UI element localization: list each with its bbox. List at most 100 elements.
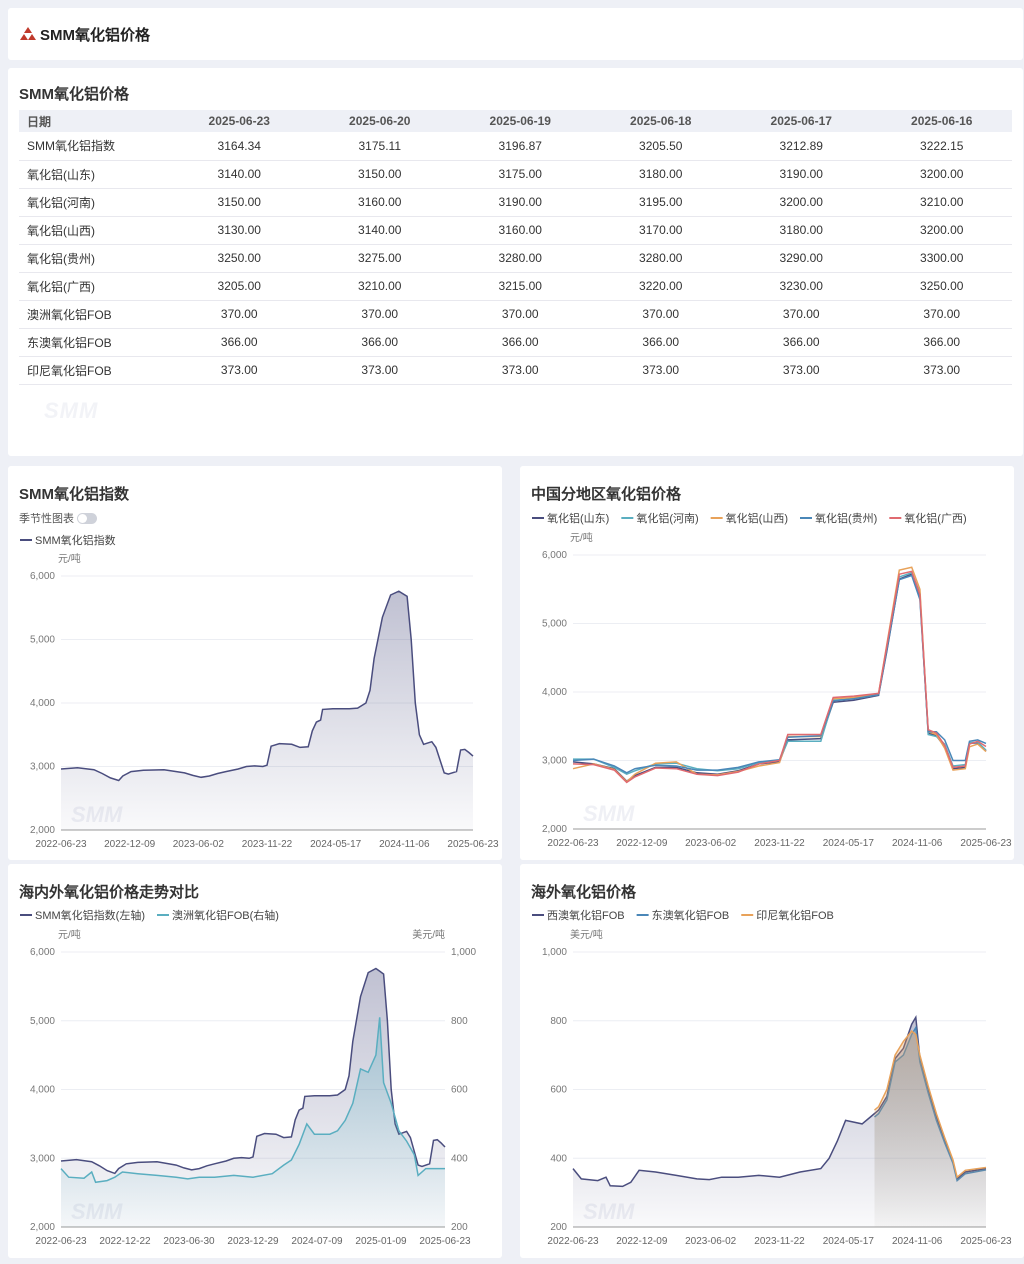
y-tick-label: 800 — [550, 1016, 567, 1027]
price-cell: 373.00 — [731, 356, 872, 385]
series-area — [874, 1031, 986, 1227]
y-tick-label: 2,000 — [30, 825, 55, 836]
price-cell: 3190.00 — [450, 188, 591, 217]
x-tick-label: 2023-12-29 — [227, 1236, 279, 1247]
x-tick-label: 2023-11-22 — [242, 839, 293, 850]
table-row: 东澳氧化铝FOB 366.00 366.00 366.00 366.00 366.00 36… — [19, 328, 1012, 357]
x-tick-label: 2022-12-22 — [99, 1236, 151, 1247]
column-header: 2025-06-19 — [450, 110, 591, 132]
price-cell: 3250.00 — [169, 244, 310, 273]
y-tick-label: 5,000 — [30, 635, 55, 646]
price-cell: 3222.15 — [871, 132, 1012, 161]
chart-svg: 2,000 3,000 4,000 5,000 6,000 200 400 600 800 1,0… — [20, 908, 476, 1247]
x-tick-label: 2024-05-17 — [310, 839, 362, 850]
price-cell: 3230.00 — [731, 272, 872, 301]
chart-card-regional: 中国分地区氧化铝价格 2,000 3,000 4,000 5,000 6,000 元/吨 2… — [520, 466, 1014, 860]
series-line — [874, 1030, 987, 1179]
price-table: 日期 2025-06-23 2025-06-20 2025-06-19 2025-06-… — [19, 110, 1012, 385]
x-tick-label: 2024-05-17 — [823, 838, 875, 849]
price-cell: 366.00 — [450, 328, 591, 357]
row-label: 氧化铝(山西) — [19, 216, 169, 245]
price-cell: 3205.00 — [169, 272, 310, 301]
x-tick-label: 2022-12-09 — [104, 839, 156, 850]
price-cell: 3180.00 — [731, 216, 872, 245]
header-bar: SMM氧化铝价格 — [8, 8, 1023, 60]
y-tick-label: 4,000 — [30, 698, 55, 709]
x-tick-label: 2023-06-02 — [685, 838, 737, 849]
price-cell: 3140.00 — [169, 160, 310, 189]
x-tick-label: 2025-06-23 — [419, 1236, 471, 1247]
x-tick-label: 2025-01-09 — [355, 1236, 407, 1247]
seasonal-toggle-row[interactable]: 季节性图表 — [19, 510, 97, 526]
price-cell: 370.00 — [590, 300, 731, 329]
x-tick-label: 2022-06-23 — [547, 838, 599, 849]
table-row: 氧化铝(广西) 3205.00 3210.00 3215.00 3220.00 3230.… — [19, 272, 1012, 301]
x-tick-label: 2024-05-17 — [823, 1236, 875, 1247]
price-cell: 366.00 — [309, 328, 450, 357]
table-row: 氧化铝(山西) 3130.00 3140.00 3160.00 3170.00 3180.… — [19, 216, 1012, 245]
column-header-date: 日期 — [19, 110, 169, 132]
price-cell: 3196.87 — [450, 132, 591, 161]
price-cell: 3170.00 — [590, 216, 731, 245]
y-unit-label: 元/吨 — [570, 531, 593, 544]
price-cell: 370.00 — [731, 300, 872, 329]
watermark: SMM — [583, 801, 635, 826]
row-label: 氧化铝(贵州) — [19, 244, 169, 273]
x-tick-label: 2024-11-06 — [379, 839, 430, 850]
x-tick-label: 2022-06-23 — [547, 1236, 599, 1247]
x-tick-label: 2025-06-23 — [960, 838, 1012, 849]
x-tick-label: 2023-11-22 — [754, 838, 805, 849]
price-cell: 3195.00 — [590, 188, 731, 217]
legend-label: 东澳氧化铝FOB — [652, 908, 730, 922]
seasonal-toggle-label: 季节性图表 — [19, 513, 74, 525]
price-cell: 370.00 — [309, 300, 450, 329]
price-cell: 370.00 — [169, 300, 310, 329]
y-right-tick-label: 200 — [451, 1222, 468, 1233]
price-cell: 373.00 — [169, 356, 310, 385]
smm-logo-icon — [20, 27, 36, 40]
chart-title: 海内外氧化铝价格走势对比 — [19, 884, 200, 901]
series-line — [60, 1017, 445, 1184]
price-cell: 3150.00 — [309, 160, 450, 189]
price-cell: 3200.00 — [731, 188, 872, 217]
y-tick-label: 3,000 — [30, 762, 55, 773]
legend-label: 氧化铝(贵州) — [815, 511, 877, 525]
column-header: 2025-06-16 — [871, 110, 1012, 132]
y-tick-label: 3,000 — [542, 756, 567, 767]
price-cell: 3210.00 — [871, 188, 1012, 217]
y-unit-label: 美元/吨 — [570, 928, 603, 941]
y-tick-label: 2,000 — [542, 824, 567, 835]
x-tick-label: 2025-06-23 — [447, 839, 499, 850]
price-cell: 3280.00 — [450, 244, 591, 273]
row-label: 澳洲氧化铝FOB — [19, 300, 169, 329]
y-tick-label: 4,000 — [542, 687, 567, 698]
y-unit-label: 元/吨 — [58, 928, 81, 941]
legend-label: SMM氧化铝指数 — [35, 533, 116, 547]
price-cell: 3220.00 — [590, 272, 731, 301]
y-tick-label: 4,000 — [30, 1085, 55, 1096]
price-cell: 3160.00 — [309, 188, 450, 217]
chart-card-smm-index: SMM氧化铝指数 季节性图表 2,000 3,000 4,000 5,000 6,000… — [8, 466, 502, 860]
row-label: 印尼氧化铝FOB — [19, 356, 169, 385]
price-cell: 3275.00 — [309, 244, 450, 273]
chart-card-domestic-vs-overseas: 海内外氧化铝价格走势对比 2,000 3,000 4,000 5,000 6,000 20… — [8, 864, 502, 1258]
y-unit-label: 元/吨 — [58, 552, 81, 565]
price-cell: 3215.00 — [450, 272, 591, 301]
row-label: 氧化铝(河南) — [19, 188, 169, 217]
series-line — [572, 574, 987, 774]
legend-label: 氧化铝(山西) — [726, 511, 788, 525]
y-right-tick-label: 400 — [451, 1153, 468, 1164]
seasonal-toggle-switch[interactable] — [77, 512, 97, 524]
x-tick-label: 2024-07-09 — [291, 1236, 343, 1247]
x-tick-label: 2024-11-06 — [892, 1236, 943, 1247]
price-cell: 3190.00 — [731, 160, 872, 189]
price-cell: 3200.00 — [871, 216, 1012, 245]
chart-title: SMM氧化铝指数 — [19, 486, 129, 503]
series-line — [572, 570, 987, 784]
price-cell: 3175.00 — [450, 160, 591, 189]
y-tick-label: 200 — [550, 1222, 567, 1233]
row-label: 氧化铝(山东) — [19, 160, 169, 189]
table-title: SMM氧化铝价格 — [19, 86, 129, 103]
price-cell: 373.00 — [450, 356, 591, 385]
